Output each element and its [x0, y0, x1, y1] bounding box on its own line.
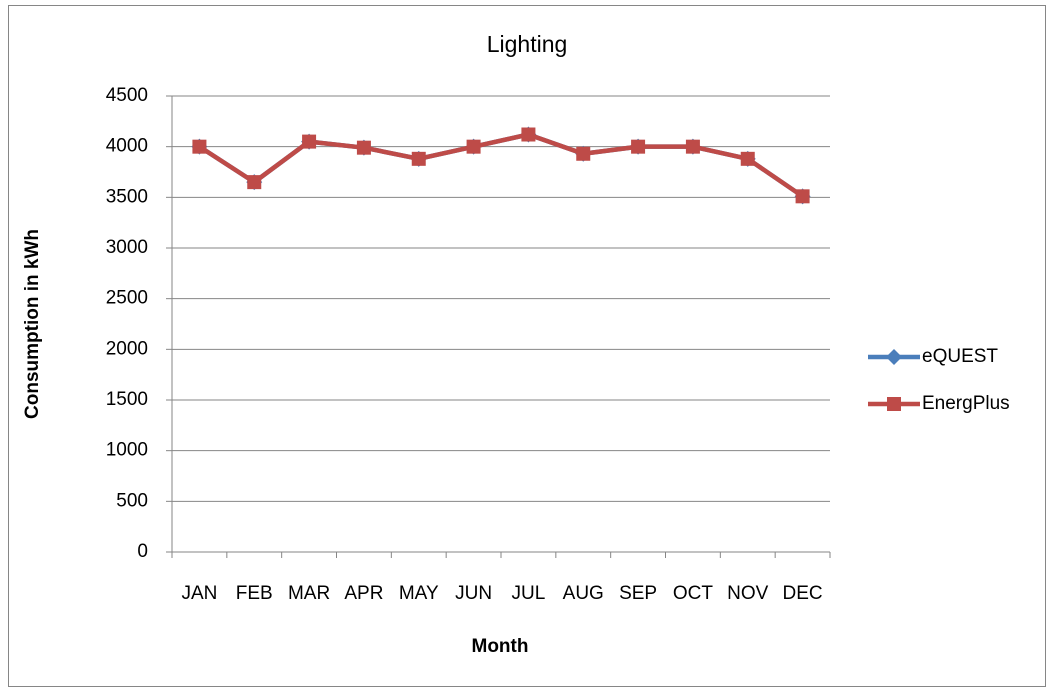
chart-border	[8, 5, 1046, 687]
data-point	[411, 151, 426, 166]
chart-title: Lighting	[487, 31, 568, 57]
legend-marker	[887, 397, 901, 411]
data-point	[740, 151, 755, 166]
data-point	[521, 127, 536, 142]
x-tick-label: SEP	[619, 583, 657, 604]
data-point	[576, 146, 591, 161]
legend-label: eQUEST	[922, 346, 998, 367]
x-tick-label: JUL	[512, 583, 546, 604]
x-tick-label: FEB	[236, 583, 273, 604]
x-tick-label: NOV	[727, 583, 769, 604]
data-point	[795, 189, 810, 204]
legend-label: EnergPlus	[922, 393, 1010, 414]
x-tick-label: AUG	[563, 583, 604, 604]
data-point	[192, 139, 207, 154]
x-tick-label: JAN	[181, 583, 217, 604]
x-tick-label: MAR	[288, 583, 330, 604]
series-line	[198, 132, 804, 199]
x-tick-label: DEC	[783, 583, 823, 604]
x-tick-label: OCT	[673, 583, 714, 604]
x-tick-label: APR	[344, 583, 383, 604]
legend-marker	[886, 349, 902, 365]
data-point	[466, 139, 481, 154]
y-tick-label: 4500	[106, 85, 148, 106]
y-tick-label: 1000	[106, 440, 148, 461]
x-axis-label: Month	[472, 636, 529, 657]
y-tick-label: 0	[137, 541, 148, 562]
y-axis-label: Consumption in kWh	[22, 229, 43, 419]
data-point	[685, 139, 700, 154]
y-tick-label: 1500	[106, 389, 148, 410]
x-tick-label: MAY	[399, 583, 439, 604]
y-tick-label: 2000	[106, 338, 148, 359]
x-tick-label: JUN	[455, 583, 492, 604]
y-tick-label: 3500	[106, 186, 148, 207]
y-tick-label: 3000	[106, 237, 148, 258]
y-tick-label: 2500	[106, 288, 148, 309]
data-point	[302, 134, 317, 149]
data-point	[631, 139, 646, 154]
data-point	[356, 140, 371, 155]
data-point	[247, 175, 262, 190]
y-tick-label: 4000	[106, 136, 148, 157]
y-tick-label: 500	[116, 490, 148, 511]
